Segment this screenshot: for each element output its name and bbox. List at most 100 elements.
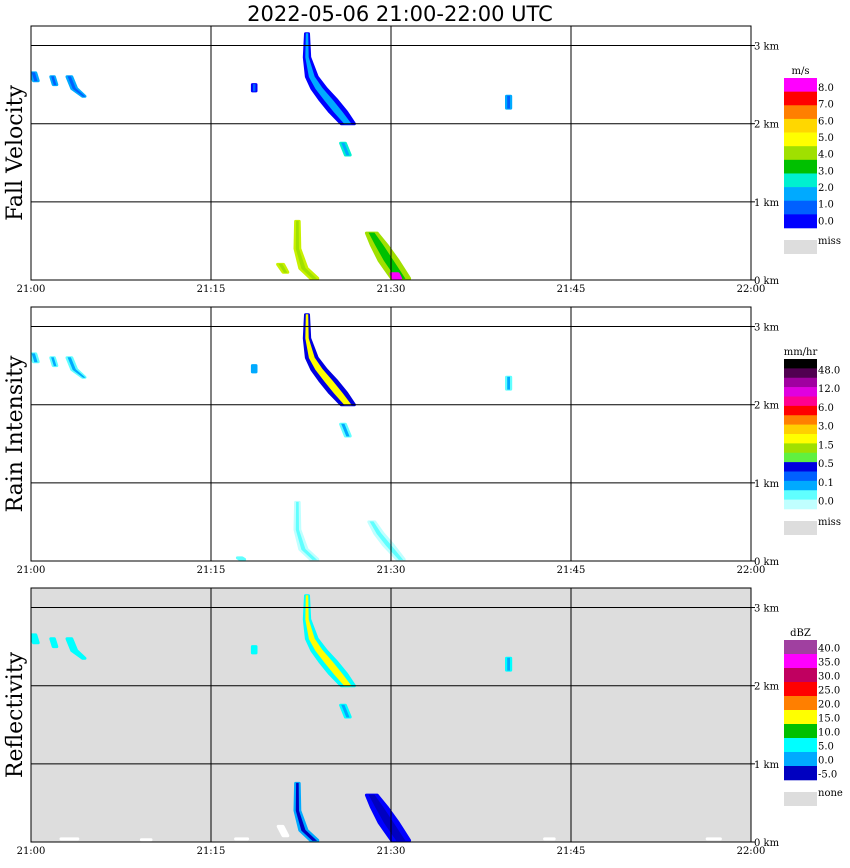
legend-miss-swatch [784, 521, 817, 535]
legend-label: 15.0 [818, 713, 840, 724]
plot-frame [30, 306, 752, 562]
legend-color-swatch [784, 738, 817, 753]
y-tick-label: 1 km [754, 760, 780, 771]
plot-frame [30, 587, 752, 843]
legend-color-swatch [784, 710, 817, 725]
x-tick-label: 21:15 [197, 284, 226, 295]
legend-color-swatch [784, 490, 817, 500]
legend-color-swatch [784, 377, 817, 388]
legend-color-swatch [784, 187, 817, 202]
legend-color-swatch [784, 724, 817, 739]
y-tick-label: 2 km [754, 401, 780, 412]
legend-color-swatch [784, 91, 817, 106]
y-tick-label: 1 km [754, 479, 780, 490]
legend-color-swatch [784, 443, 817, 454]
legend-miss-label: none [818, 788, 843, 799]
legend-label: 1.5 [818, 440, 834, 451]
echo-left-specks-core [31, 634, 38, 644]
echo-lower-streak-a-core [295, 220, 318, 279]
echo-lower-streak-b-core [368, 794, 406, 841]
x-tick-label: 21:30 [377, 846, 406, 857]
legend-label: 4.0 [818, 150, 834, 161]
legend-unit: dBZ [790, 628, 811, 639]
x-tick-label: 21:15 [197, 846, 226, 857]
legend-color-swatch [784, 424, 817, 435]
panel-ylabel: Fall Velocity [3, 85, 28, 221]
y-tick-label: 1 km [754, 198, 780, 209]
legend-color-swatch [784, 146, 817, 161]
echo-mid-speck-core [252, 646, 256, 654]
echo-layer [31, 32, 513, 280]
echo-left-specks-3-core [67, 357, 86, 378]
legend-color-swatch [784, 387, 817, 397]
y-tick-label: 2 km [754, 120, 780, 131]
echo-right-speck-core [507, 95, 510, 109]
legend-label: 7.0 [818, 100, 834, 111]
x-tick-label: 21:30 [377, 565, 406, 576]
echo-lower-streak-b-core [369, 521, 404, 560]
echo-left-specks-3-core [67, 638, 86, 659]
x-tick-label: 21:45 [557, 565, 586, 576]
legend-label: 5.0 [818, 133, 834, 144]
x-tick-label: 21:00 [17, 565, 46, 576]
legend-color-swatch [784, 471, 817, 482]
echo-upper-fragment-core [341, 704, 350, 718]
legend-label: 35.0 [818, 657, 840, 668]
legend-color-swatch [784, 499, 817, 510]
echo-mid-speck-core [252, 84, 256, 92]
echo-upper-fragment-core [341, 423, 350, 437]
legend-unit: m/s [792, 66, 810, 77]
legend-label: 40.0 [818, 643, 840, 654]
legend-miss-swatch [784, 792, 817, 806]
legend-label: 8.0 [818, 83, 834, 94]
legend-color-swatch [784, 415, 817, 425]
legend-color-swatch [784, 452, 817, 463]
legend-color-swatch [784, 668, 817, 683]
echo-right-speck-core [507, 657, 510, 671]
legend-label: 6.0 [818, 403, 834, 414]
y-tick-label: 0 km [754, 557, 780, 568]
legend-label: 20.0 [818, 699, 840, 710]
y-tick-label: 0 km [754, 276, 780, 287]
legend-color-swatch [784, 434, 817, 444]
legend-color-swatch [784, 480, 817, 491]
legend-color-swatch [784, 654, 817, 669]
legend-miss-swatch [784, 240, 817, 254]
legend-color-swatch [784, 200, 817, 215]
echo-left-specks-3-core [67, 76, 86, 97]
panel-ylabel: Rain Intensity [3, 355, 28, 512]
echo-left-specks-2-core [51, 76, 57, 86]
y-tick-label: 2 km [754, 682, 780, 693]
y-tick-label: 3 km [754, 42, 780, 53]
echo-lower-streak-b-core [368, 232, 406, 279]
x-tick-label: 21:15 [197, 565, 226, 576]
x-tick-label: 21:45 [557, 846, 586, 857]
legend-color-swatch [784, 132, 817, 147]
legend-label: 1.0 [818, 200, 834, 211]
echo-right-speck-core [507, 376, 510, 390]
panel-ylabel: Reflectivity [3, 651, 28, 778]
legend-color-swatch [784, 118, 817, 133]
legend-unit: mm/hr [784, 347, 818, 358]
echo-left-specks-core [31, 353, 38, 363]
legend-label: 30.0 [818, 671, 840, 682]
legend-color-swatch [784, 462, 817, 472]
echo-lower-white-4-core [278, 825, 288, 837]
legend-color-swatch [784, 359, 817, 369]
legend-color-swatch [784, 682, 817, 697]
x-tick-label: 22:00 [737, 846, 766, 857]
legend-miss-label: miss [818, 236, 841, 247]
x-tick-label: 21:00 [17, 284, 46, 295]
echo-left-specks-core [31, 72, 38, 82]
legend-label: 3.0 [818, 422, 834, 433]
legend-color-swatch [784, 368, 817, 379]
legend-color-swatch [784, 640, 817, 655]
echo-upper-fragment-core [341, 142, 350, 156]
echo-lower-streak-a-core [295, 782, 318, 841]
x-tick-label: 21:30 [377, 284, 406, 295]
y-tick-label: 0 km [754, 838, 780, 849]
echo-layer [31, 594, 722, 842]
legend-color-swatch [784, 766, 817, 781]
legend-label: 25.0 [818, 685, 840, 696]
